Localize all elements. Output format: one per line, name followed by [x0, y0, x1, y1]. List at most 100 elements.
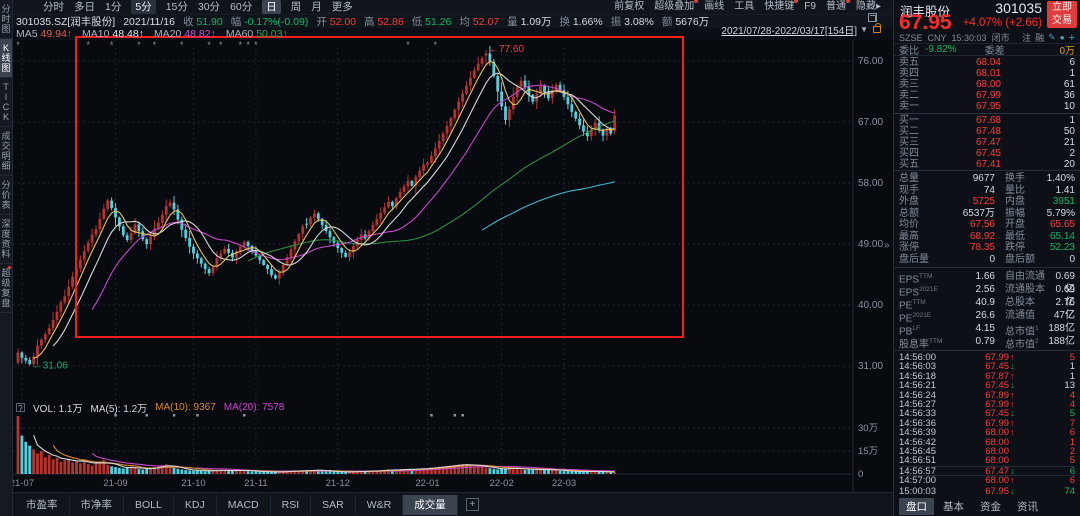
edit-icon[interactable]: ✎	[1048, 32, 1056, 42]
sidebar-item-1[interactable]: 分时图	[0, 0, 12, 39]
date-range-text[interactable]: 2021/07/28-2022/03/17[154日]	[721, 26, 858, 37]
order-book-row[interactable]: 卖三 68.00 61	[899, 79, 1075, 90]
indicator-tab-KDJ[interactable]: KDJ	[174, 494, 217, 515]
sidebar-item-7[interactable]: 超级复盘	[0, 264, 12, 313]
stat-row: 总额 6537万 振幅 5.79%	[899, 207, 1075, 219]
chevron-down-icon[interactable]: ▼	[860, 25, 868, 34]
svg-text:21-11: 21-11	[244, 478, 268, 489]
valuation-row: 股息率TTM 0.79 总市值2 188亿	[899, 336, 1075, 351]
period-toolbar: 分时 多日 1分 5分 15分 30分 60分日周月更多 前复权 超级叠加 画线 工具 快捷键 F9 普…	[13, 0, 893, 15]
svg-text:15万: 15万	[858, 446, 878, 457]
trade-row: 14:56:42 68.00 1	[899, 436, 1075, 448]
order-book-row[interactable]: 卖五 68.04 6	[899, 57, 1075, 68]
stat-row: 最高 68.92 最低 65.14	[899, 230, 1075, 242]
panel-collapse-handle[interactable]: »	[884, 240, 890, 251]
stat-row: 盘后量 0 盘后额 0	[899, 253, 1075, 265]
trade-row: 14:56:36 67.99 ↑ 7	[899, 417, 1075, 429]
ma-legend-item: MA20 48.82↑	[153, 28, 216, 40]
period-tab[interactable]: 15分	[165, 1, 188, 13]
stock-info-bar: 301035.SZ[润丰股份] 2021/11/16 收 51.90 幅 -0.1…	[13, 15, 893, 28]
sidebar-item-5[interactable]: 分价表	[0, 176, 12, 215]
lock-icon[interactable]	[873, 23, 881, 33]
order-book: 卖五 68.04 6 卖四 68.01 1 卖三 68.00 61 卖二 67.99 36 卖一 67.9…	[894, 56, 1080, 171]
period-tab[interactable]: 30分	[197, 1, 221, 13]
indicator-tab-MACD[interactable]: MACD	[217, 494, 271, 515]
price-change: +4.07% (+2.66)	[962, 17, 1042, 29]
sidebar-item-4[interactable]: 成交明细	[0, 127, 12, 176]
order-book-row[interactable]: 卖一 67.95 10	[899, 101, 1075, 112]
order-book-row[interactable]: 买三 67.47 21	[899, 137, 1075, 148]
trade-row: 14:56:24 67.89 ↑ 4	[899, 389, 1075, 401]
stat-row: 外盘 5725 内盘 3951	[899, 196, 1075, 207]
quote-tab-资金[interactable]: 资金	[980, 501, 1001, 513]
order-book-row[interactable]: 买五 67.41 20	[899, 159, 1075, 170]
candlestick-chart[interactable]: 76.00 67.00 58.00 49.00 40.00 31.00 ←77.60 ←31.…	[13, 40, 890, 413]
tool-item[interactable]: 快捷键	[764, 0, 799, 14]
tool-item[interactable]: 普通	[826, 0, 850, 14]
period-tab[interactable]: 多日	[74, 1, 95, 13]
badge-注: 注	[1022, 33, 1032, 43]
expand-chart-icon[interactable]	[868, 13, 877, 22]
tool-item[interactable]: 工具	[734, 1, 755, 12]
indicator-tab-BOLL[interactable]: BOLL	[124, 494, 174, 515]
period-tab[interactable]: 更多	[331, 1, 353, 13]
quote-tab-盘口[interactable]: 盘口	[899, 498, 934, 515]
ma-legend: MA5 49.94↑ MA10 48.48↑ MA20 48.82↑ MA60 50.…	[13, 28, 693, 40]
add-indicator-icon[interactable]: +	[465, 498, 479, 511]
trade-now-button[interactable]: 立即 交易	[1047, 1, 1077, 28]
order-book-row[interactable]: 买二 67.48 50	[899, 126, 1075, 137]
date-range-selector[interactable]: 2021/07/28-2022/03/17[154日] ▼	[721, 22, 881, 37]
field-开: 开 52.00	[316, 16, 357, 28]
field-均: 均 52.07	[459, 16, 500, 28]
period-tab[interactable]: 5分	[131, 0, 156, 14]
weicha-label: 委差	[984, 46, 1005, 57]
order-book-row[interactable]: 买一 67.68 1	[899, 115, 1075, 126]
indicator-tab-市盈率[interactable]: 市盈率	[15, 494, 70, 515]
period-tab[interactable]: 1分	[105, 1, 122, 13]
last-price: 67.95	[899, 11, 952, 34]
period-tab[interactable]: 月	[311, 1, 322, 13]
svg-text:0: 0	[858, 469, 863, 480]
indicator-tab-RSI[interactable]: RSI	[271, 494, 312, 515]
volume-chart[interactable]: 21-07 21-09 21-10 21-11 21-12 22-01 22-02 22-03…	[13, 413, 890, 492]
tool-item[interactable]: F9	[804, 1, 816, 12]
period-tab[interactable]: 日	[262, 0, 281, 14]
field-额: 额 5676万	[661, 16, 710, 28]
field-振: 振 3.08%	[610, 16, 654, 28]
quote-tab-资讯[interactable]: 资讯	[1017, 501, 1038, 513]
order-book-row[interactable]: 买四 67.45 2	[899, 148, 1075, 159]
field-量: 量 1.09万	[507, 16, 552, 28]
currency-label: CNY	[927, 32, 947, 43]
svg-text:*: *	[16, 40, 20, 50]
svg-text:*: *	[153, 40, 157, 50]
dot-icon[interactable]: ●	[1059, 33, 1065, 42]
tool-item[interactable]: 超级叠加	[654, 0, 699, 14]
tool-item[interactable]: 前复权	[614, 1, 645, 12]
sidebar-item-6[interactable]: 深度资料	[0, 215, 12, 264]
quote-tab-基本[interactable]: 基本	[943, 501, 964, 513]
period-tab[interactable]: 周	[290, 1, 302, 13]
stock-name: 润丰股份	[900, 5, 951, 19]
quote-panel-tabs: 盘口 基本 资金 资讯	[894, 494, 1080, 516]
indicator-tab-成交量[interactable]: 成交量	[403, 494, 458, 515]
tool-item[interactable]: 画线	[704, 1, 725, 12]
vol-ma5-label: MA(5): 1.2万	[90, 404, 148, 415]
period-tab[interactable]: 分时	[43, 1, 64, 13]
indicator-tab-W&R[interactable]: W&R	[356, 494, 404, 515]
chart-background	[13, 40, 893, 492]
add-icon[interactable]: +	[1068, 31, 1075, 44]
svg-text:*: *	[434, 40, 438, 50]
help-icon[interactable]: ?	[16, 403, 25, 413]
indicator-tab-市净率[interactable]: 市净率	[70, 494, 124, 515]
order-book-row[interactable]: 卖四 68.01 1	[899, 68, 1075, 79]
valuation-row: EPS2021E 2.56 流通股本 0.69亿	[899, 284, 1075, 308]
period-tab[interactable]: 60分	[230, 1, 253, 13]
indicator-tab-SAR[interactable]: SAR	[311, 494, 356, 515]
order-book-row[interactable]: 卖二 67.99 36	[899, 90, 1075, 101]
notification-dot	[794, 0, 799, 3]
trade-row: 14:56:18 67.87 ↑ 1	[899, 370, 1075, 382]
tool-item[interactable]: 隐藏▸	[855, 1, 881, 12]
field-换: 换 1.66%	[559, 16, 603, 28]
